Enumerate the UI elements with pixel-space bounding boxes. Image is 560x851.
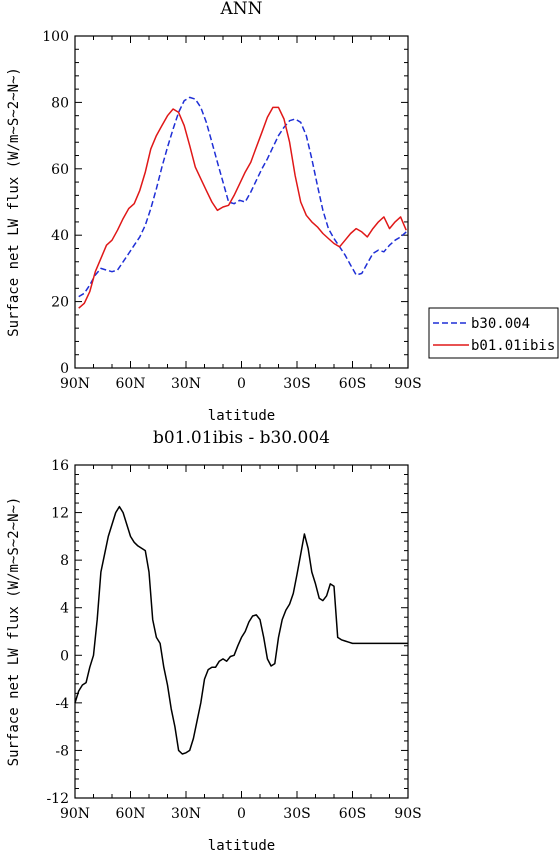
y-tick-label: -4 <box>55 696 69 712</box>
y-tick-label: -12 <box>46 791 69 807</box>
y-axis-label: Surface net LW flux (W/m~S~2~N~) <box>6 67 22 337</box>
x-tick-label: 0 <box>237 806 246 822</box>
legend-label: b30.004 <box>471 316 530 332</box>
x-tick-label: 60S <box>339 376 366 392</box>
y-tick-label: 12 <box>51 506 69 522</box>
legend-label: b01.01ibis <box>471 338 555 354</box>
y-tick-label: 80 <box>51 95 69 111</box>
y-axis-label: Surface net LW flux (W/m~S~2~N~) <box>6 497 22 767</box>
x-tick-label: 60S <box>339 806 366 822</box>
x-tick-label: 30N <box>171 376 201 392</box>
x-tick-label: 90N <box>60 376 90 392</box>
x-tick-label: 60N <box>115 376 145 392</box>
x-tick-label: 0 <box>237 376 246 392</box>
y-tick-label: 8 <box>60 553 69 569</box>
chart-title: b01.01ibis - b30.004 <box>153 428 330 448</box>
y-tick-label: 100 <box>42 29 69 45</box>
legend: b30.004 b01.01ibis <box>428 307 559 359</box>
series-line-diff-0 <box>74 505 408 755</box>
x-tick-label: 90S <box>394 806 421 822</box>
y-tick-label: -8 <box>55 743 69 759</box>
x-tick-label: 90S <box>394 376 421 392</box>
legend-box <box>428 307 559 359</box>
x-tick-label: 30S <box>283 376 310 392</box>
chart-title: ANN <box>219 0 262 19</box>
series-line-b30-004 <box>78 96 407 298</box>
plot-frame <box>74 464 409 799</box>
x-axis-label: latitude <box>208 838 275 851</box>
y-tick-label: 0 <box>60 648 69 664</box>
y-tick-label: 16 <box>51 458 69 474</box>
x-tick-label: 90N <box>60 806 90 822</box>
x-tick-label: 60N <box>115 806 145 822</box>
series-line-b01-01ibis <box>78 106 407 309</box>
x-axis-label: latitude <box>208 408 275 424</box>
y-tick-label: 0 <box>60 361 69 377</box>
y-tick-label: 4 <box>60 601 69 617</box>
x-tick-label: 30S <box>283 806 310 822</box>
y-tick-label: 60 <box>51 162 69 178</box>
y-tick-label: 40 <box>51 228 69 244</box>
top-panel: ANN 90N 60N 30N 0 30S 60S 90S 0 20 40 60 80 100 latitu… <box>6 0 422 424</box>
plot-frame <box>74 35 409 369</box>
y-tick-label: 20 <box>51 295 69 311</box>
bottom-panel: b01.01ibis - b30.004 90N 60N 30N 0 30S 60S 90S -… <box>6 428 422 851</box>
x-tick-label: 30N <box>171 806 201 822</box>
